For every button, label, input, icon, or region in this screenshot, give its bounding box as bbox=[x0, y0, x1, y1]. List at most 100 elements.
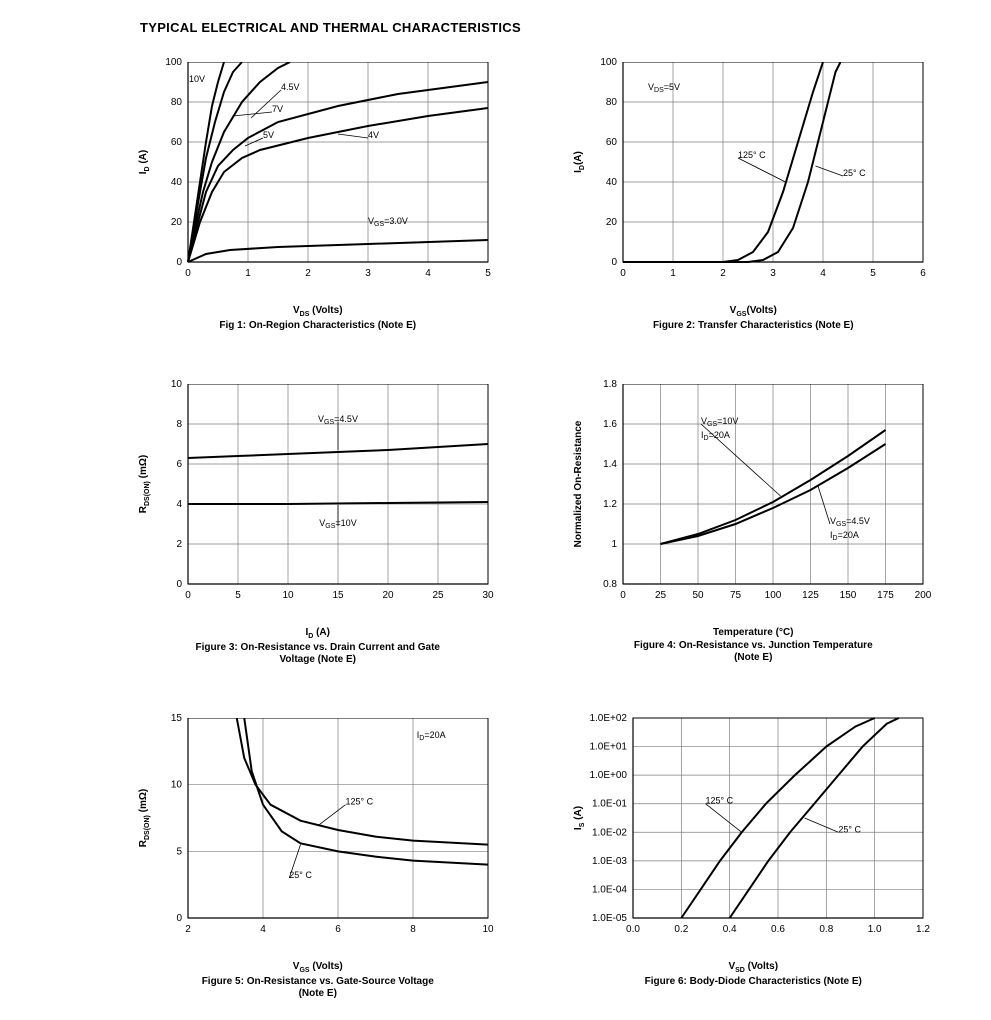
svg-text:VGS=4.5V: VGS=4.5V bbox=[830, 516, 870, 528]
svg-text:40: 40 bbox=[606, 177, 618, 188]
svg-text:100: 100 bbox=[165, 57, 182, 68]
svg-text:0: 0 bbox=[185, 268, 191, 279]
svg-text:0.8: 0.8 bbox=[603, 579, 617, 590]
svg-text:15: 15 bbox=[171, 713, 183, 724]
figure-3-caption: Figure 3: On-Resistance vs. Drain Curren… bbox=[195, 642, 440, 666]
figure-6-caption: Figure 6: Body-Diode Characteristics (No… bbox=[645, 976, 862, 988]
svg-text:0: 0 bbox=[620, 590, 626, 601]
figure-1-xlabel: VDS (Volts) bbox=[293, 305, 343, 318]
svg-text:0.0: 0.0 bbox=[626, 924, 640, 935]
svg-text:0.2: 0.2 bbox=[675, 924, 689, 935]
svg-text:1: 1 bbox=[245, 268, 251, 279]
figure-6-xlabel: VSD (Volts) bbox=[728, 961, 778, 974]
svg-text:3: 3 bbox=[365, 268, 371, 279]
svg-text:0: 0 bbox=[176, 579, 182, 590]
svg-text:RDS(ON) (mΩ): RDS(ON) (mΩ) bbox=[138, 455, 151, 513]
svg-text:25: 25 bbox=[432, 590, 444, 601]
svg-text:Normalized On-Resistance: Normalized On-Resistance bbox=[573, 420, 584, 547]
svg-text:2: 2 bbox=[176, 539, 182, 550]
svg-text:1.0E+01: 1.0E+01 bbox=[590, 742, 628, 753]
svg-text:IS (A): IS (A) bbox=[573, 806, 586, 830]
svg-text:25° C: 25° C bbox=[843, 168, 866, 178]
svg-text:1.6: 1.6 bbox=[603, 419, 617, 430]
svg-text:0: 0 bbox=[176, 257, 182, 268]
svg-text:1.0E-03: 1.0E-03 bbox=[592, 856, 627, 867]
svg-text:1: 1 bbox=[670, 268, 676, 279]
svg-text:1.0E-05: 1.0E-05 bbox=[592, 913, 627, 924]
svg-text:ID(A): ID(A) bbox=[573, 151, 586, 173]
svg-text:1.0E-02: 1.0E-02 bbox=[592, 827, 627, 838]
svg-text:8: 8 bbox=[410, 924, 416, 935]
svg-text:25° C: 25° C bbox=[839, 824, 862, 834]
svg-text:8: 8 bbox=[176, 419, 182, 430]
figure-3-svg: 0510152025300246810VGS=4.5VVGS=10VRDS(ON… bbox=[128, 372, 508, 627]
svg-text:0.6: 0.6 bbox=[771, 924, 785, 935]
svg-text:125° C: 125° C bbox=[345, 797, 373, 807]
svg-text:125: 125 bbox=[802, 590, 819, 601]
figure-1-svg: 01234502040608010010V4.5V7V5V4VVGS=3.0VI… bbox=[128, 50, 508, 305]
svg-text:5: 5 bbox=[485, 268, 491, 279]
svg-text:10: 10 bbox=[171, 780, 183, 791]
svg-text:40: 40 bbox=[171, 177, 183, 188]
svg-text:60: 60 bbox=[171, 137, 183, 148]
svg-text:1.4: 1.4 bbox=[603, 459, 617, 470]
svg-text:6: 6 bbox=[335, 924, 341, 935]
svg-text:ID=20A: ID=20A bbox=[417, 730, 446, 742]
svg-text:2: 2 bbox=[720, 268, 726, 279]
svg-text:0: 0 bbox=[612, 257, 618, 268]
svg-text:20: 20 bbox=[606, 217, 618, 228]
svg-text:1.0: 1.0 bbox=[868, 924, 882, 935]
svg-text:50: 50 bbox=[693, 590, 705, 601]
svg-text:1: 1 bbox=[612, 539, 618, 550]
svg-text:200: 200 bbox=[915, 590, 932, 601]
figure-6: 0.00.20.40.60.81.01.21.0E-051.0E-041.0E-… bbox=[556, 706, 952, 1000]
svg-text:1.2: 1.2 bbox=[916, 924, 930, 935]
svg-text:4: 4 bbox=[425, 268, 431, 279]
svg-text:10: 10 bbox=[171, 379, 183, 390]
svg-text:1.0E-04: 1.0E-04 bbox=[592, 884, 627, 895]
svg-text:5V: 5V bbox=[263, 130, 274, 140]
svg-text:VGS=3.0V: VGS=3.0V bbox=[368, 216, 408, 228]
figure-4-xlabel: Temperature (°C) bbox=[713, 627, 794, 638]
figure-3-xlabel: ID (A) bbox=[305, 627, 330, 640]
svg-text:125° C: 125° C bbox=[706, 796, 734, 806]
svg-text:1.0E+02: 1.0E+02 bbox=[590, 713, 628, 724]
svg-text:6: 6 bbox=[176, 459, 182, 470]
svg-text:2: 2 bbox=[185, 924, 191, 935]
svg-text:0: 0 bbox=[620, 268, 626, 279]
svg-text:ID=20A: ID=20A bbox=[830, 530, 859, 542]
svg-text:100: 100 bbox=[765, 590, 782, 601]
figure-6-svg: 0.00.20.40.60.81.01.21.0E-051.0E-041.0E-… bbox=[563, 706, 943, 961]
figure-5-xlabel: VGS (Volts) bbox=[293, 961, 343, 974]
figure-2-caption: Figure 2: Transfer Characteristics (Note… bbox=[653, 320, 854, 332]
svg-text:VDS=5V: VDS=5V bbox=[648, 82, 680, 94]
svg-text:4: 4 bbox=[176, 499, 182, 510]
svg-text:4V: 4V bbox=[368, 130, 379, 140]
svg-text:80: 80 bbox=[171, 97, 183, 108]
figure-5-svg: 246810051015ID=20A125° C25° CRDS(ON) (mΩ… bbox=[128, 706, 508, 961]
svg-text:25° C: 25° C bbox=[289, 870, 312, 880]
svg-text:175: 175 bbox=[877, 590, 894, 601]
figure-2: 0123456020406080100VDS=5V125° C25° CID(A… bbox=[556, 50, 952, 332]
figure-4-svg: 02550751001251501752000.811.21.41.61.8VG… bbox=[563, 372, 943, 627]
svg-text:5: 5 bbox=[235, 590, 241, 601]
svg-text:3: 3 bbox=[770, 268, 776, 279]
svg-text:7V: 7V bbox=[272, 104, 283, 114]
svg-text:ID (A): ID (A) bbox=[138, 150, 151, 175]
figure-5-caption: Figure 5: On-Resistance vs. Gate-Source … bbox=[202, 976, 434, 1000]
svg-text:10: 10 bbox=[482, 924, 494, 935]
svg-text:1.0E+00: 1.0E+00 bbox=[590, 770, 628, 781]
svg-text:30: 30 bbox=[482, 590, 494, 601]
figure-2-xlabel: VGS(Volts) bbox=[730, 305, 777, 318]
svg-text:15: 15 bbox=[332, 590, 344, 601]
svg-text:0: 0 bbox=[185, 590, 191, 601]
svg-text:0.4: 0.4 bbox=[723, 924, 737, 935]
svg-text:VGS=10V: VGS=10V bbox=[701, 416, 738, 428]
svg-text:25: 25 bbox=[655, 590, 667, 601]
svg-text:80: 80 bbox=[606, 97, 618, 108]
figure-1: 01234502040608010010V4.5V7V5V4VVGS=3.0VI… bbox=[120, 50, 516, 332]
svg-text:75: 75 bbox=[730, 590, 742, 601]
page-title: TYPICAL ELECTRICAL AND THERMAL CHARACTER… bbox=[140, 20, 951, 35]
svg-text:125° C: 125° C bbox=[738, 150, 766, 160]
svg-text:6: 6 bbox=[920, 268, 926, 279]
